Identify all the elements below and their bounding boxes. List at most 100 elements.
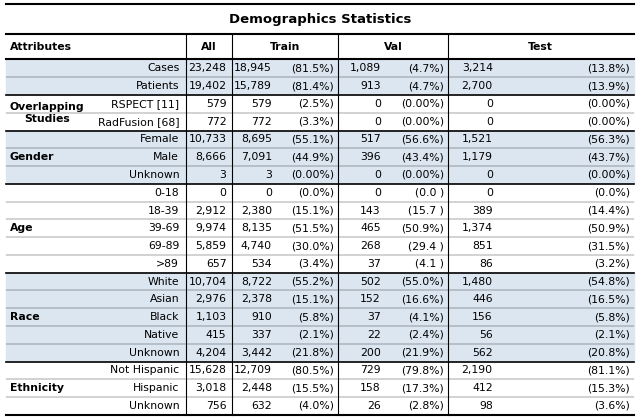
Text: RadFusion [68]: RadFusion [68]: [97, 116, 179, 127]
Text: 23,248: 23,248: [189, 63, 227, 73]
Text: (17.3%): (17.3%): [401, 383, 444, 393]
Text: 0: 0: [265, 188, 272, 198]
Text: (15.3%): (15.3%): [587, 383, 630, 393]
Text: (0.00%): (0.00%): [401, 116, 444, 127]
Text: 657: 657: [206, 259, 227, 269]
Text: (3.2%): (3.2%): [594, 259, 630, 269]
Text: (43.7%): (43.7%): [587, 152, 630, 162]
Text: 0: 0: [220, 188, 227, 198]
Bar: [6, 273, 634, 362]
Text: (0.00%): (0.00%): [587, 116, 630, 127]
Text: (81.4%): (81.4%): [291, 81, 334, 91]
Text: (2.8%): (2.8%): [408, 401, 444, 411]
Text: Unknown: Unknown: [129, 170, 179, 180]
Text: 143: 143: [360, 205, 381, 215]
Text: 2,448: 2,448: [241, 383, 272, 393]
Text: All: All: [201, 42, 216, 52]
Text: (4.0%): (4.0%): [298, 401, 334, 411]
Bar: [6, 95, 634, 131]
Bar: [6, 362, 634, 415]
Text: 10,704: 10,704: [188, 277, 227, 287]
Text: (0.00%): (0.00%): [587, 170, 630, 180]
Text: 8,666: 8,666: [196, 152, 227, 162]
Text: 8,722: 8,722: [241, 277, 272, 287]
Text: 446: 446: [472, 294, 493, 304]
Text: 465: 465: [360, 223, 381, 233]
Text: 632: 632: [252, 401, 272, 411]
Text: (4.7%): (4.7%): [408, 63, 444, 73]
Text: (43.4%): (43.4%): [401, 152, 444, 162]
Text: (30.0%): (30.0%): [291, 241, 334, 251]
Text: (0.00%): (0.00%): [401, 170, 444, 180]
Text: 200: 200: [360, 348, 381, 358]
Text: 0: 0: [486, 170, 493, 180]
Text: (81.5%): (81.5%): [291, 63, 334, 73]
Text: 69-89: 69-89: [148, 241, 179, 251]
Text: Overlapping
Studies: Overlapping Studies: [10, 101, 84, 124]
Text: Asian: Asian: [150, 294, 179, 304]
Text: (21.9%): (21.9%): [401, 348, 444, 358]
Text: 3: 3: [265, 170, 272, 180]
Text: 772: 772: [252, 116, 272, 127]
Text: 1,521: 1,521: [462, 134, 493, 145]
Text: 10,733: 10,733: [189, 134, 227, 145]
Text: 156: 156: [472, 312, 493, 322]
Text: (29.4 ): (29.4 ): [408, 241, 444, 251]
Text: (0.00%): (0.00%): [401, 99, 444, 109]
Text: Unknown: Unknown: [129, 348, 179, 358]
Text: (2.1%): (2.1%): [594, 330, 630, 340]
Text: (2.1%): (2.1%): [298, 330, 334, 340]
Text: 12,709: 12,709: [234, 365, 272, 375]
Text: 37: 37: [367, 259, 381, 269]
Text: 1,480: 1,480: [461, 277, 493, 287]
Text: Demographics Statistics: Demographics Statistics: [229, 13, 411, 26]
Text: Male: Male: [154, 152, 179, 162]
Text: (5.8%): (5.8%): [594, 312, 630, 322]
Text: 2,912: 2,912: [196, 205, 227, 215]
Text: (50.9%): (50.9%): [401, 223, 444, 233]
Text: 8,135: 8,135: [241, 223, 272, 233]
Text: (3.4%): (3.4%): [298, 259, 334, 269]
Text: Test: Test: [529, 42, 553, 52]
Text: (20.8%): (20.8%): [587, 348, 630, 358]
Text: (51.5%): (51.5%): [291, 223, 334, 233]
Text: (55.1%): (55.1%): [291, 134, 334, 145]
Text: (50.9%): (50.9%): [587, 223, 630, 233]
Text: (55.2%): (55.2%): [291, 277, 334, 287]
Text: (79.8%): (79.8%): [401, 365, 444, 375]
Text: 1,103: 1,103: [195, 312, 227, 322]
Text: Ethnicity: Ethnicity: [10, 383, 63, 393]
Text: (4.1 ): (4.1 ): [415, 259, 444, 269]
Text: 579: 579: [252, 99, 272, 109]
Text: 2,976: 2,976: [196, 294, 227, 304]
Text: 3,442: 3,442: [241, 348, 272, 358]
Text: 18,945: 18,945: [234, 63, 272, 73]
Text: (0.0 ): (0.0 ): [415, 188, 444, 198]
Text: 22: 22: [367, 330, 381, 340]
Text: (81.1%): (81.1%): [587, 365, 630, 375]
Text: 0: 0: [374, 188, 381, 198]
Text: 9,974: 9,974: [196, 223, 227, 233]
Text: Not Hispanic: Not Hispanic: [110, 365, 179, 375]
Text: 0: 0: [486, 116, 493, 127]
Text: 910: 910: [252, 312, 272, 322]
Text: 729: 729: [360, 365, 381, 375]
Text: 56: 56: [479, 330, 493, 340]
Text: (21.8%): (21.8%): [291, 348, 334, 358]
Text: (2.4%): (2.4%): [408, 330, 444, 340]
Text: (0.00%): (0.00%): [291, 170, 334, 180]
Text: (5.8%): (5.8%): [298, 312, 334, 322]
Text: 7,091: 7,091: [241, 152, 272, 162]
Text: >89: >89: [156, 259, 179, 269]
Text: (14.4%): (14.4%): [587, 205, 630, 215]
Text: 98: 98: [479, 401, 493, 411]
Text: 4,204: 4,204: [195, 348, 227, 358]
Text: 0-18: 0-18: [155, 188, 179, 198]
Text: Unknown: Unknown: [129, 401, 179, 411]
Text: 412: 412: [472, 383, 493, 393]
Text: 8,695: 8,695: [241, 134, 272, 145]
Text: (15.1%): (15.1%): [291, 294, 334, 304]
Text: 3,018: 3,018: [195, 383, 227, 393]
Text: 86: 86: [479, 259, 493, 269]
Text: 19,402: 19,402: [189, 81, 227, 91]
